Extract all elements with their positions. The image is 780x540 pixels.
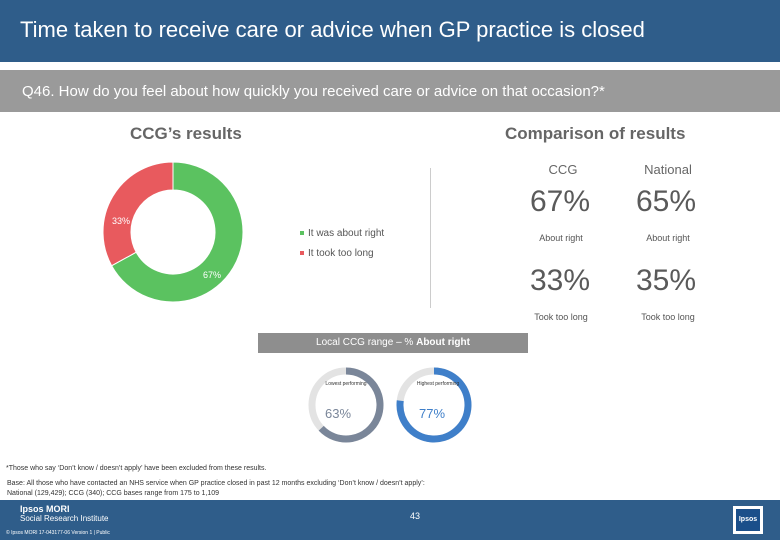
legend-label-too-long: It took too long xyxy=(308,248,374,259)
base-line-2: National (129,429); CCG (340); CCG bases… xyxy=(7,490,220,497)
slice-about-right xyxy=(110,161,244,303)
legend-label-about-right: It was about right xyxy=(308,228,385,239)
ipsos-badge-text: Ipsos xyxy=(736,509,760,531)
base-line-1: Base: All those who have contacted an NH… xyxy=(7,480,425,487)
national-about-right-value: 65% xyxy=(635,185,697,218)
question-text: Q46. How do you feel about how quickly y… xyxy=(22,83,605,100)
ccg-column-header: CCG xyxy=(548,162,578,177)
base-box xyxy=(0,475,498,500)
slice-label-too-long: 33% xyxy=(112,216,131,226)
footnote: *Those who say ‘Don’t know / doesn’t app… xyxy=(6,465,267,472)
ccg-too-long-label: Took too long xyxy=(534,312,588,322)
range-header: Local CCG range – % About right xyxy=(258,333,528,353)
slice-too-long xyxy=(102,161,174,267)
range-label-prefix: Local CCG range – % xyxy=(316,337,417,348)
highest-gauge-arc xyxy=(396,367,472,443)
range-label-bold: About right xyxy=(416,337,470,348)
comparison-heading: Comparison of results xyxy=(505,124,686,143)
page-number: 43 xyxy=(410,511,421,521)
slice-label-about-right: 67% xyxy=(203,270,222,280)
page-title: Time taken to receive care or advice whe… xyxy=(20,17,645,42)
highest-gauge xyxy=(396,367,472,443)
national-about-right-label: About right xyxy=(646,233,690,243)
lowest-caption: Lowest performing xyxy=(325,381,367,387)
ipsos-badge: Ipsos xyxy=(733,506,763,534)
highest-caption: Highest performing xyxy=(416,381,460,387)
donut-chart xyxy=(102,161,244,303)
divider xyxy=(430,168,431,308)
title-bar: Time taken to receive care or advice whe… xyxy=(0,0,780,62)
logo-brand: Ipsos MORI xyxy=(20,504,70,514)
lowest-value: 63% xyxy=(324,406,352,421)
footer-bar xyxy=(0,500,780,540)
lowest-gauge-arc xyxy=(318,367,384,443)
ccg-about-right-label: About right xyxy=(539,233,583,243)
national-column-header: National xyxy=(644,162,692,177)
copyright: © Ipsos MORI 17-043177-06 Version 1 | Pu… xyxy=(6,530,110,536)
legend-swatch-about-right xyxy=(300,231,304,236)
ccg-about-right-value: 67% xyxy=(529,185,591,218)
logo-sub: Social Research Institute xyxy=(20,514,109,523)
base-text: Base: All those who have contacted an NH… xyxy=(7,479,425,499)
legend-swatch-too-long xyxy=(300,251,304,256)
ipsos-logo: Ipsos MORI Social Research Institute xyxy=(20,504,109,524)
highest-value: 77% xyxy=(418,406,446,421)
question-bar: Q46. How do you feel about how quickly y… xyxy=(0,70,780,112)
national-too-long-label: Took too long xyxy=(641,312,695,322)
legend-item-about-right: It was about right xyxy=(300,228,384,239)
national-too-long-value: 35% xyxy=(635,264,697,297)
ccg-results-heading: CCG’s results xyxy=(130,124,242,143)
legend-item-too-long: It took too long xyxy=(300,248,374,259)
ccg-too-long-value: 33% xyxy=(529,264,591,297)
lowest-gauge xyxy=(308,367,384,443)
